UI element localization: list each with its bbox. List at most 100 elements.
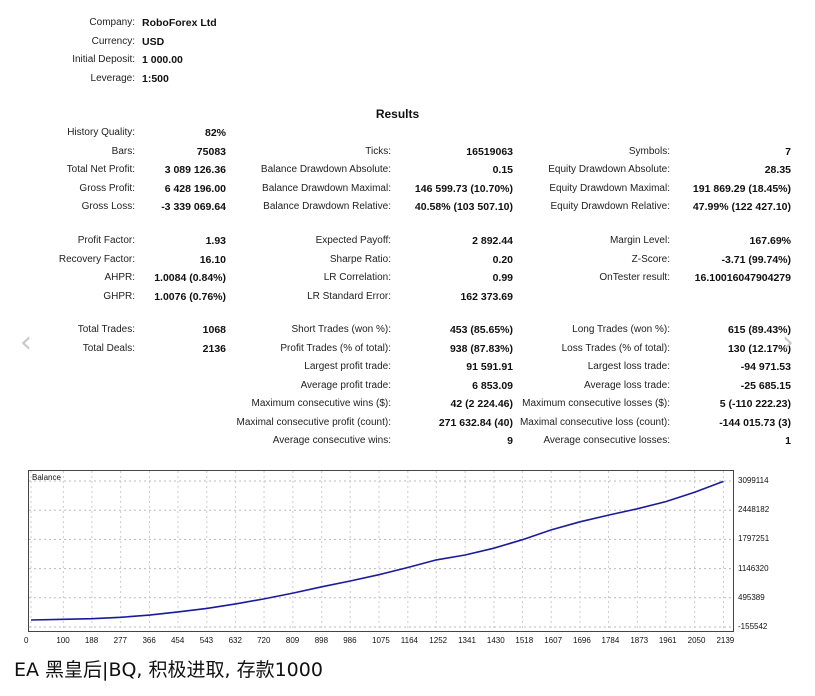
x-tick-label: 2139 [716,636,735,645]
x-tick-label: 1784 [601,636,620,645]
x-tick-label: 898 [314,636,329,645]
y-tick-label: 2448182 [738,505,770,515]
stat-col2-value: 162 373.69 [460,291,513,303]
y-tick-label: 1797251 [738,534,770,544]
balance-chart: Balance [28,470,734,632]
stat-col3-value: 615 (89.43%) [727,324,791,336]
x-tick-label: 1873 [630,636,649,645]
stat-col2-label: Ticks: [365,146,391,157]
stat-col2-label: Average profit trade: [300,380,391,391]
stat-col3-value: -25 685.15 [740,380,791,392]
stat-col1-value: 82% [204,127,226,139]
stat-col2-label: Maximum consecutive wins ($): [251,398,391,409]
currency-value: USD [142,36,165,48]
x-tick-label: 1607 [544,636,563,645]
stat-col2-label: Maximal consecutive profit (count): [236,417,391,428]
stat-col2-label: Short Trades (won %): [291,324,391,335]
stat-col2-value: 42 (2 224.46) [450,398,513,410]
chevron-left-icon[interactable]: ‹ [20,325,32,360]
x-tick-label: 2050 [687,636,706,645]
x-tick-label: 0 [24,636,29,645]
currency-label: Currency: [91,36,135,47]
initial-deposit-label: Initial Deposit: [72,54,135,65]
y-tick-label: -155542 [738,622,768,631]
x-tick-label: 188 [84,636,99,645]
caption-text: EA 黑皇后|BQ, 积极进取, 存款1000 [14,659,323,681]
stat-col3-value: 130 (12.17%) [727,343,791,355]
stat-col3-value: 28.35 [764,164,791,176]
stat-col1-label: Bars: [111,146,135,157]
stat-col2-value: 2 892.44 [472,235,513,247]
x-tick-label: 366 [142,636,156,645]
stat-col2-label: Balance Drawdown Maximal: [262,183,391,194]
y-tick-label: 1146320 [738,563,769,573]
results-title: Results [375,107,420,121]
x-tick-label: 1075 [372,636,390,645]
stat-col1-label: Gross Profit: [79,183,135,194]
stat-col3-label: Margin Level: [609,235,670,246]
stat-col2-label: Expected Payoff: [315,235,391,246]
stat-col2-value: 16519063 [466,146,513,158]
x-tick-label: 1518 [515,636,534,645]
stat-col1-label: Total Deals: [82,343,135,354]
stat-col3-value: 167.69% [749,235,791,247]
stat-col1-value: 1.0076 (0.76%) [154,291,226,303]
stat-col2-value: 0.15 [492,164,513,176]
x-tick-label: 986 [343,636,357,645]
stat-col3-label: Equity Drawdown Maximal: [549,183,670,194]
stat-col1-value: 3 089 126.36 [164,164,226,176]
stat-col1-label: Total Trades: [77,324,135,335]
stat-col2-value: 9 [507,435,513,447]
stat-col1-label: Total Net Profit: [66,164,135,175]
stat-col2-label: Balance Drawdown Absolute: [260,164,391,175]
stat-col1-value: 16.10 [199,254,226,266]
stat-col2-value: 938 (87.83%) [449,343,513,355]
stat-col2-value: 453 (85.65%) [449,324,513,336]
x-tick-label: 1341 [458,636,476,645]
stat-col3-label: Equity Drawdown Relative: [550,201,671,212]
stat-col2-value: 91 591.91 [466,361,513,373]
stat-col1-value: 1.0084 (0.84%) [154,272,226,284]
stat-col3-label: Equity Drawdown Absolute: [548,164,670,175]
stat-col2-value: 40.58% (103 507.10) [414,201,513,213]
stat-col3-value: 47.99% (122 427.10) [692,201,791,213]
x-tick-label: 809 [285,636,300,645]
stat-col3-label: Average consecutive losses: [543,435,670,446]
x-tick-label: 720 [257,636,271,645]
stat-col2-value: 146 599.73 (10.70%) [414,183,513,195]
stat-col3-label: Largest loss trade: [587,361,670,372]
stat-col3-label: Loss Trades (% of total): [561,343,670,354]
stat-col2-label: LR Correlation: [323,272,391,283]
stat-col3-value: -94 971.53 [740,361,791,373]
chevron-right-icon[interactable]: › [782,325,794,360]
stat-col3-value: 5 (-110 222.23) [719,398,791,410]
y-tick-label: 495389 [738,592,765,602]
stat-col1-label: Gross Loss: [81,201,135,212]
x-tick-label: 1164 [400,636,418,645]
stat-col2-label: Profit Trades (% of total): [280,343,391,354]
stat-col1-value: -3 339 069.64 [161,201,226,213]
stat-col3-label: Maximal consecutive loss (count): [519,417,670,428]
stat-col1-label: GHPR: [103,291,135,302]
stat-col2-label: LR Standard Error: [307,291,391,302]
stat-col1-label: Profit Factor: [77,235,135,246]
stat-col3-value: -3.71 (99.74%) [721,254,791,266]
x-tick-label: 1696 [573,636,591,645]
x-tick-label: 277 [113,636,128,645]
stat-col3-label: Z-Score: [631,254,670,265]
stat-col1-label: History Quality: [67,127,135,138]
stat-col3-value: 191 869.29 (18.45%) [692,183,791,195]
stat-col3-label: Average loss trade: [584,380,670,391]
leverage-label: Leverage: [90,73,135,84]
leverage-value: 1:500 [142,73,169,85]
stat-col3-label: OnTester result: [599,272,670,283]
stat-col1-label: Recovery Factor: [58,254,135,265]
chart-title: Balance [32,473,61,482]
stat-col1-value: 1.93 [205,235,226,247]
balance-chart-plot [29,471,733,631]
stat-col3-value: 1 [785,435,791,447]
stat-col2-value: 271 632.84 (40) [438,417,513,429]
stat-col1-value: 1068 [202,324,226,336]
stat-col2-value: 0.20 [492,254,513,266]
stat-col2-label: Average consecutive wins: [272,435,391,446]
